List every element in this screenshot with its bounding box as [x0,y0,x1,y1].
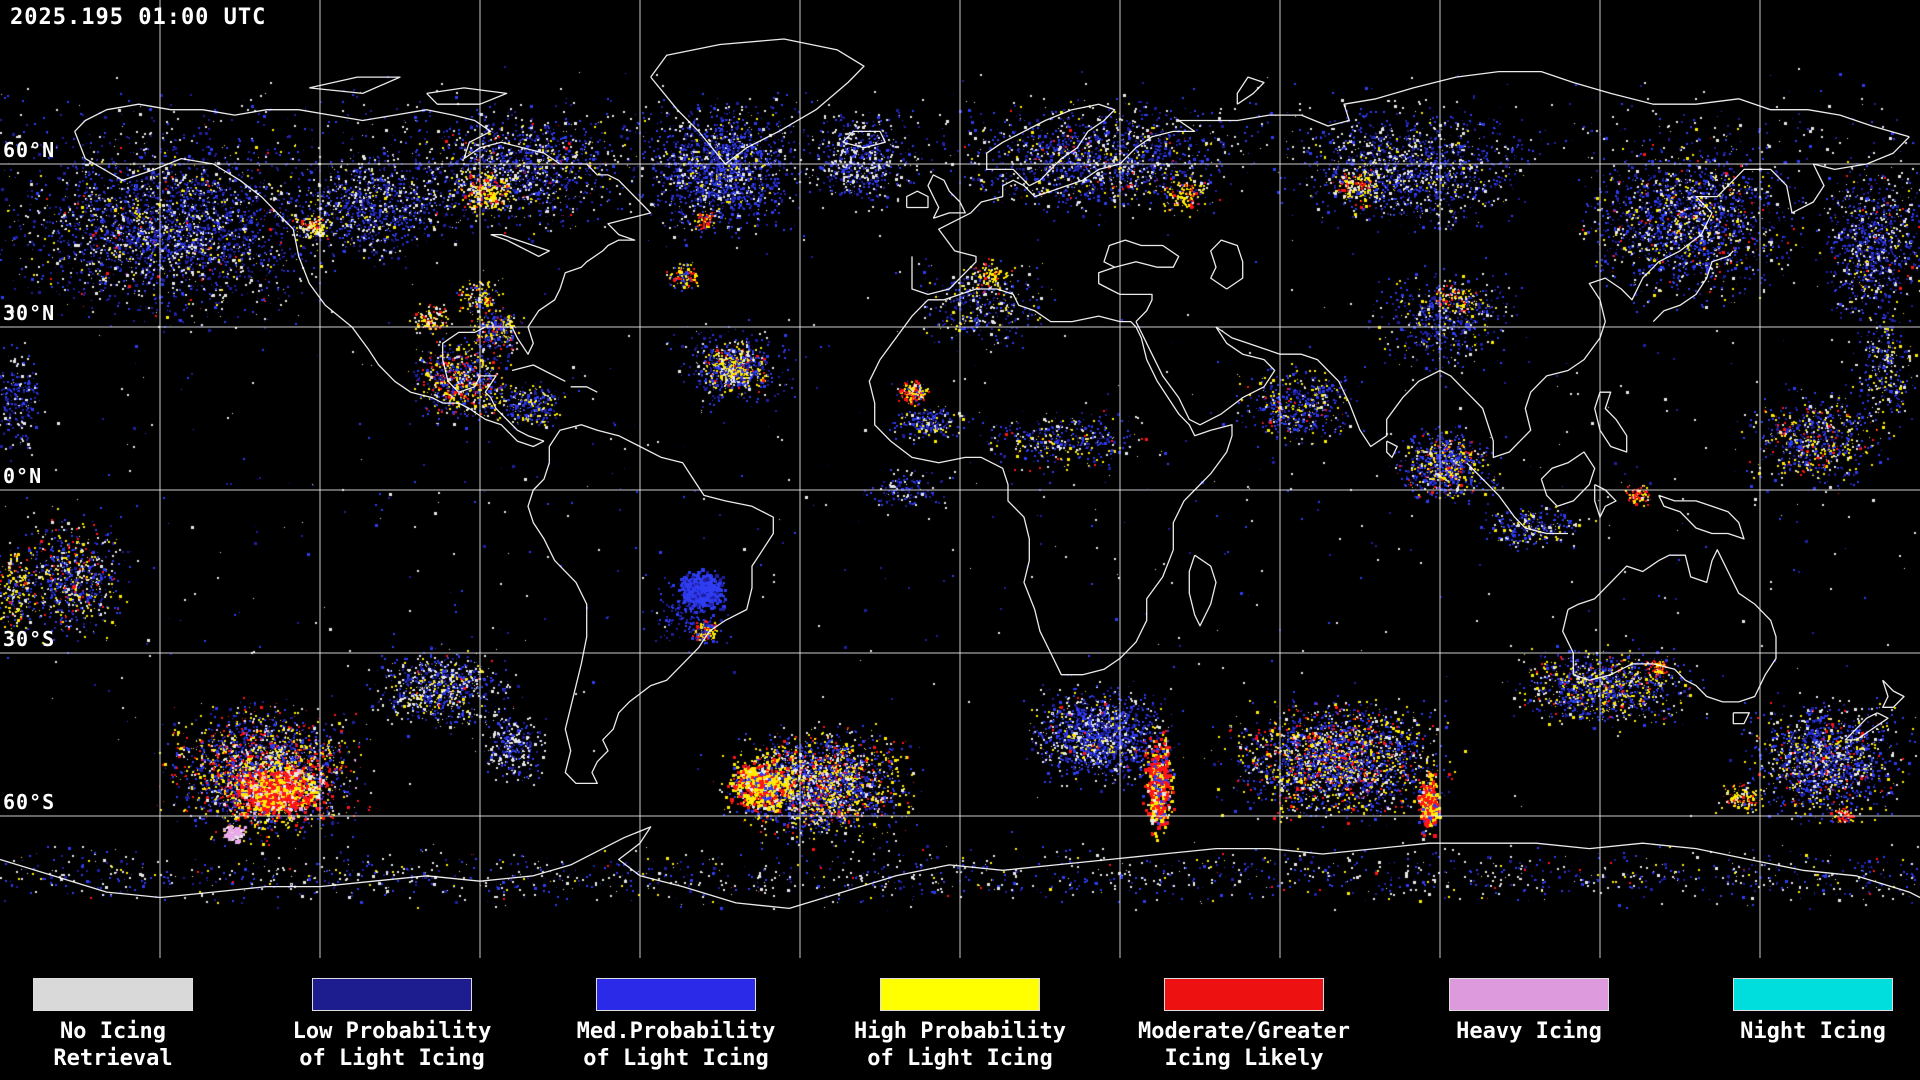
legend-swatch-moderate-greater [1164,978,1324,1011]
legend: No Icing Retrieval Low Probability of Light… [0,962,1920,1080]
timestamp: 2025.195 01:00 UTC [10,5,267,30]
legend-label-heavy-icing: Heavy Icing [1456,1019,1602,1044]
legend-swatch-high-probability [880,978,1040,1011]
legend-item-med-probability: Med.Probability of Light Icing [556,978,796,1072]
latitude-label-60°S: 60°S [3,790,56,814]
legend-item-high-probability: High Probability of Light Icing [840,978,1080,1072]
latitude-label-30°N: 30°N [3,301,56,325]
legend-label-med-probability: Med.Probability of Light Icing [576,1019,776,1071]
legend-swatch-low-probability [312,978,472,1011]
legend-label-low-probability: Low Probability of Light Icing [292,1019,492,1071]
legend-swatch-med-probability [596,978,756,1011]
latitude-label-30°S: 30°S [3,627,56,651]
latitude-label-0°N: 0°N [3,464,43,488]
legend-swatch-no-icing-retrieval [33,978,193,1011]
legend-item-night-icing: Night Icing [1693,978,1920,1072]
legend-swatch-night-icing [1733,978,1893,1011]
legend-label-high-probability: High Probability of Light Icing [854,1019,1066,1071]
legend-item-low-probability: Low Probability of Light Icing [272,978,512,1072]
legend-label-night-icing: Night Icing [1740,1019,1886,1044]
legend-item-no-icing-retrieval: No Icing Retrieval [0,978,233,1072]
legend-label-moderate-greater: Moderate/Greater Icing Likely [1138,1019,1350,1071]
legend-label-no-icing-retrieval: No Icing Retrieval [53,1019,173,1071]
latitude-label-60°N: 60°N [3,138,56,162]
legend-swatch-heavy-icing [1449,978,1609,1011]
legend-item-moderate-greater: Moderate/Greater Icing Likely [1124,978,1364,1072]
graticule [0,0,1920,958]
coastlines [0,38,1920,910]
map-overlay [0,0,1920,958]
legend-item-heavy-icing: Heavy Icing [1409,978,1649,1072]
